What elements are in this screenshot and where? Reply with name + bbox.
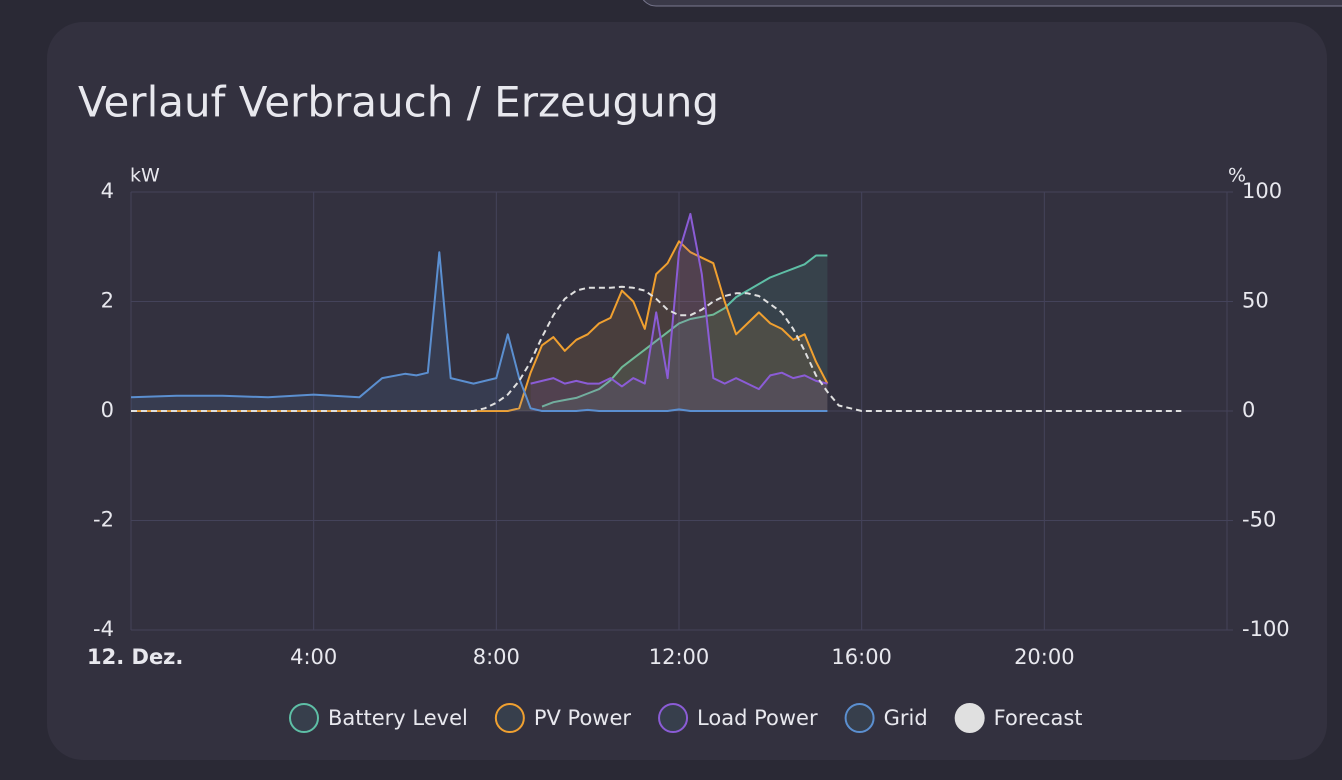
x-tick-label: 12. Dez. [87,645,183,669]
legend-label: Battery Level [328,706,468,730]
series-line [530,212,828,391]
legend-label: Load Power [697,706,818,730]
y2-tick-label: -50 [1242,508,1276,532]
legend-swatch [844,703,875,733]
y2-axis-unit: % [1228,165,1246,187]
x-tick-label: 12:00 [649,645,710,669]
y-tick-label: 4 [101,179,114,203]
legend-swatch [289,703,319,733]
series-line [131,240,829,412]
y2-tick-label: 50 [1242,289,1269,313]
legend-swatch [658,703,689,733]
legend: Battery Level PV Power Load Power Grid Forec… [289,703,1083,733]
legend-label: Forecast [994,706,1083,730]
series-line [130,251,828,412]
card-title: Verlauf Verbrauch / Erzeugung [78,78,719,127]
y-tick-label: 2 [101,289,114,313]
y-tick-label: -4 [93,617,114,641]
x-tick-label: 20:00 [1014,645,1075,669]
plot: -4 -2 0 2 4 -100 -50 0 50 100 12. Dez. 4:00 8:00 12:0… [87,179,1290,669]
y2-tick-label: 100 [1242,179,1282,203]
series-line [131,285,1182,412]
legend-label: PV Power [534,706,632,730]
legend-label: Grid [884,706,928,730]
y-tick-label: -2 [93,508,114,532]
card [47,22,1327,760]
series-area [131,241,828,411]
y2-tick-label: 0 [1242,398,1255,422]
x-tick-label: 4:00 [290,645,337,669]
legend-swatch [494,703,525,733]
x-tick-label: 16:00 [831,645,892,669]
series-area [530,213,828,411]
series-line [541,254,828,408]
y-axis-unit: kW [130,165,160,187]
y-tick-label: 0 [101,398,114,422]
x-tick-label: 8:00 [473,645,520,669]
popup-edge [642,0,1342,7]
legend-swatch [954,703,985,733]
y2-tick-label: -100 [1242,617,1290,641]
